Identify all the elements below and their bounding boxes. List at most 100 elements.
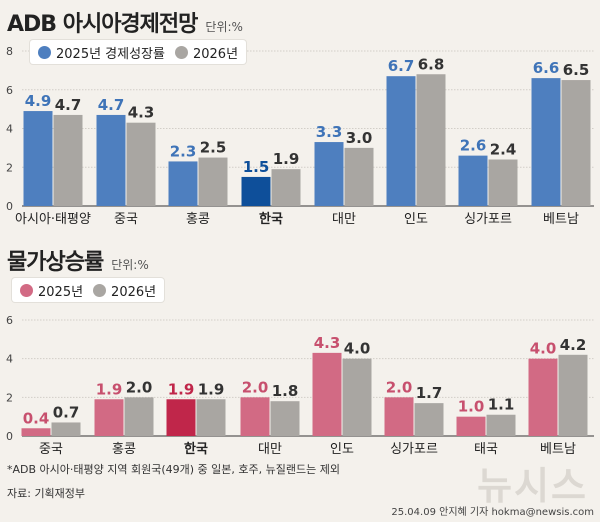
gdp-chart-header: ADB 아시아경제전망 단위:% <box>7 6 243 38</box>
gdp-chart-title: ADB 아시아경제전망 <box>7 12 198 37</box>
cpi-data-label: 4.0 <box>530 340 557 358</box>
cpi-chart-unit: 단위:% <box>111 258 149 272</box>
gdp-bar <box>241 176 271 206</box>
gdp-category-label: 아시아·태평양 <box>15 212 91 227</box>
cpi-data-label: 4.0 <box>344 340 371 358</box>
cpi-data-label: 2.0 <box>126 378 153 396</box>
cpi-category-label: 베트남 <box>540 442 576 457</box>
gdp-data-label: 1.9 <box>273 150 300 168</box>
footnote: *ADB 아시아·태평양 지역 회원국(49개) 중 일본, 호주, 뉴질랜드는… <box>7 463 340 476</box>
gdp-bar <box>488 159 518 206</box>
gdp-data-label: 1.5 <box>243 158 270 176</box>
gdp-data-label: 3.3 <box>316 123 343 141</box>
gdp-data-label: 2.6 <box>460 137 487 155</box>
legend-label-2026: 2026년 <box>192 46 239 62</box>
gdp-data-label: 2.4 <box>490 141 517 159</box>
gdp-bar <box>23 111 53 206</box>
gdp-ytick-label: 6 <box>6 84 13 97</box>
cpi-chart-title: 물가상승률 <box>7 250 104 275</box>
legend-swatch-2025 <box>20 283 33 297</box>
gdp-data-label: 6.7 <box>388 57 415 75</box>
legend-swatch-2025 <box>38 45 51 59</box>
cpi-bar <box>124 397 154 436</box>
gdp-legend: 2025년 경제성장률 2026년 <box>30 40 247 64</box>
gdp-bar <box>531 78 561 206</box>
cpi-data-label: 1.0 <box>458 398 485 416</box>
cpi-category-label: 태국 <box>474 442 498 457</box>
cpi-bar <box>558 354 588 436</box>
cpi-category-label: 대만 <box>258 442 282 457</box>
cpi-ytick-label: 6 <box>6 314 13 327</box>
watermark: 뉴시스 <box>477 464 588 508</box>
cpi-bar <box>342 358 372 436</box>
gdp-ytick-label: 4 <box>6 123 13 136</box>
gdp-bar <box>126 122 156 206</box>
cpi-category-label: 홍콩 <box>112 442 136 457</box>
cpi-data-label: 1.1 <box>488 396 515 414</box>
cpi-bar <box>240 397 270 436</box>
cpi-bar <box>270 401 300 436</box>
gdp-category-label: 대만 <box>332 212 356 227</box>
cpi-category-label: 인도 <box>330 442 354 457</box>
cpi-ytick-label: 0 <box>6 430 13 443</box>
cpi-bar <box>51 422 81 436</box>
cpi-data-label: 1.9 <box>168 380 195 398</box>
cpi-data-label: 1.9 <box>96 380 123 398</box>
legend-label-2025: 2025년 <box>38 284 84 300</box>
cpi-category-label: 한국 <box>184 441 208 457</box>
cpi-data-label: 2.0 <box>386 378 413 396</box>
gdp-ytick-label: 8 <box>6 45 13 58</box>
gdp-data-label: 4.7 <box>98 96 125 114</box>
gdp-data-label: 3.0 <box>346 129 373 147</box>
cpi-bar <box>166 399 196 436</box>
gdp-legend-item-2025: 2025년 경제성장률 <box>38 43 165 62</box>
gdp-bar <box>96 114 126 206</box>
gdp-bar <box>386 76 416 206</box>
cpi-chart-header: 물가상승률 단위:% <box>7 244 149 276</box>
cpi-bar <box>94 399 124 436</box>
gdp-data-label: 6.5 <box>563 61 590 79</box>
cpi-legend-item-2026: 2026년 <box>93 281 156 300</box>
gdp-bar <box>53 114 83 206</box>
gdp-category-label: 베트남 <box>543 212 579 227</box>
cpi-data-label: 0.7 <box>53 403 80 421</box>
gdp-bar <box>561 80 591 206</box>
cpi-bar <box>312 352 342 436</box>
gdp-category-label: 인도 <box>404 212 428 227</box>
cpi-ytick-label: 4 <box>6 353 13 366</box>
cpi-legend-item-2025: 2025년 <box>20 281 83 300</box>
gdp-category-label: 싱가포르 <box>464 212 512 227</box>
cpi-bar <box>456 416 486 436</box>
gdp-category-label: 홍콩 <box>186 212 210 227</box>
source: 자료: 기획재정부 <box>7 487 86 500</box>
gdp-data-label: 6.8 <box>418 55 445 73</box>
gdp-category-label: 한국 <box>259 211 283 227</box>
legend-swatch-2026 <box>93 283 107 297</box>
legend-swatch-2026 <box>174 45 188 59</box>
cpi-data-label: 1.9 <box>198 380 225 398</box>
gdp-chart-unit: 단위:% <box>205 20 243 34</box>
cpi-bar <box>486 414 516 436</box>
cpi-category-label: 중국 <box>39 442 63 457</box>
cpi-data-label: 4.2 <box>560 336 587 354</box>
credit: 25.04.09 안지혜 기자 hokma@newsis.com <box>391 507 594 518</box>
gdp-bar <box>458 155 488 206</box>
cpi-bar <box>384 397 414 436</box>
gdp-bar <box>416 74 446 206</box>
gdp-bar <box>314 142 344 206</box>
gdp-bar <box>271 169 301 206</box>
gdp-bar <box>168 161 198 206</box>
gdp-data-label: 2.3 <box>170 142 197 160</box>
gdp-data-label: 4.9 <box>25 92 52 110</box>
gdp-ytick-label: 0 <box>6 200 13 213</box>
gdp-data-label: 4.7 <box>55 96 82 114</box>
legend-label-2026: 2026년 <box>111 284 157 300</box>
gdp-ytick-label: 2 <box>6 161 13 174</box>
gdp-bar <box>198 157 228 206</box>
gdp-data-label: 2.5 <box>200 139 227 157</box>
gdp-category-label: 중국 <box>114 212 138 227</box>
gdp-legend-item-2026: 2026년 <box>174 43 239 62</box>
gdp-bar <box>344 147 374 206</box>
cpi-data-label: 4.3 <box>314 334 341 352</box>
